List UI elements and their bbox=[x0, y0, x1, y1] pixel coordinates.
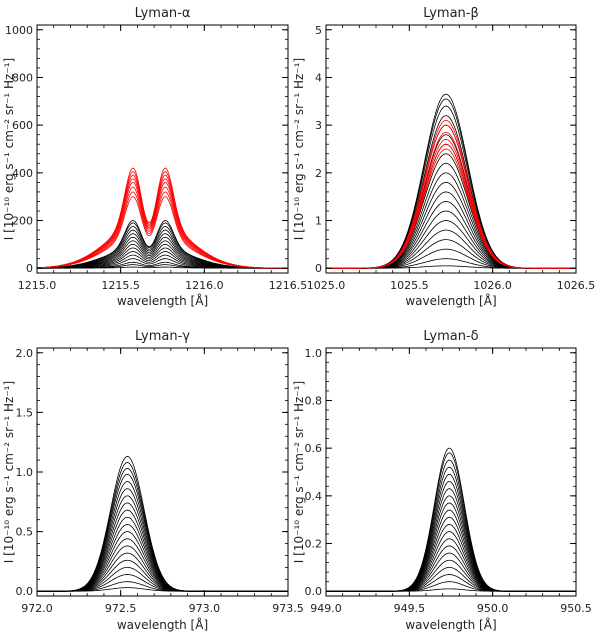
x-tick-label: 949.5 bbox=[394, 602, 426, 615]
profile-curves bbox=[37, 456, 288, 592]
profile-curves bbox=[37, 167, 288, 269]
x-tick-label: 972.5 bbox=[105, 602, 137, 615]
x-tick-label: 1215.5 bbox=[101, 279, 140, 292]
y-axis-title: I [10⁻¹⁰ erg s⁻¹ cm⁻² sr⁻¹ Hz⁻¹] bbox=[2, 58, 16, 240]
y-tick-label: 5 bbox=[315, 24, 322, 37]
panel-lyman-delta: Lyman-δ wavelength [Å] I [10⁻¹⁰ erg s⁻¹ … bbox=[292, 329, 592, 632]
panel-title: Lyman-δ bbox=[423, 329, 478, 344]
y-tick-label: 1.0 bbox=[16, 466, 34, 479]
y-tick-label: 0 bbox=[315, 262, 322, 275]
x-tick-label: 1026.5 bbox=[557, 279, 596, 292]
panel-title: Lyman-α bbox=[135, 6, 191, 21]
y-tick-label: 200 bbox=[12, 215, 33, 228]
plot-frame bbox=[36, 24, 289, 274]
panel-lyman-alpha: Lyman-α wavelength [Å] I [10⁻¹⁰ erg s⁻¹ … bbox=[2, 6, 307, 308]
y-tick-label: 0.2 bbox=[305, 538, 323, 551]
x-tick-label: 950.5 bbox=[560, 602, 592, 615]
panel-lyman-beta: Lyman-β wavelength [Å] I [10⁻¹⁰ erg s⁻¹ … bbox=[292, 6, 595, 308]
x-axis-title: wavelength [Å] bbox=[117, 293, 208, 308]
y-tick-label: 4 bbox=[315, 71, 322, 84]
panel-title: Lyman-γ bbox=[135, 329, 190, 344]
profile-curves bbox=[326, 93, 576, 269]
x-tick-label: 1025.0 bbox=[307, 279, 346, 292]
panel-lyman-gamma: Lyman-γ wavelength [Å] I [10⁻¹⁰ erg s⁻¹ … bbox=[2, 329, 304, 632]
y-tick-label: 3 bbox=[315, 119, 322, 132]
x-tick-label: 1026.0 bbox=[473, 279, 512, 292]
y-tick-label: 2 bbox=[315, 167, 322, 180]
profile-line-black-19 bbox=[37, 456, 288, 592]
x-tick-label: 1216.0 bbox=[185, 279, 224, 292]
y-tick-label: 0 bbox=[26, 262, 33, 275]
y-axis-title: I [10⁻¹⁰ erg s⁻¹ cm⁻² sr⁻¹ Hz⁻¹] bbox=[292, 381, 306, 563]
profile-line-red-7 bbox=[37, 167, 288, 269]
profile-line-black-20 bbox=[326, 447, 576, 592]
profile-line-red-5 bbox=[326, 119, 576, 269]
y-tick-label: 800 bbox=[12, 71, 33, 84]
y-tick-label: 0.8 bbox=[305, 394, 323, 407]
x-tick-label: 1216.5 bbox=[269, 279, 308, 292]
profile-curves bbox=[326, 447, 576, 592]
y-tick-label: 0.4 bbox=[305, 490, 323, 503]
x-tick-label: 949.0 bbox=[310, 602, 342, 615]
y-tick-label: 1.5 bbox=[16, 406, 34, 419]
x-axis-title: wavelength [Å] bbox=[405, 617, 496, 632]
y-tick-label: 600 bbox=[12, 119, 33, 132]
y-axis-title: I [10⁻¹⁰ erg s⁻¹ cm⁻² sr⁻¹ Hz⁻¹] bbox=[292, 58, 306, 240]
x-tick-label: 973.5 bbox=[272, 602, 304, 615]
y-axis-title: I [10⁻¹⁰ erg s⁻¹ cm⁻² sr⁻¹ Hz⁻¹] bbox=[2, 381, 16, 563]
x-axis-title: wavelength [Å] bbox=[405, 293, 496, 308]
y-tick-label: 400 bbox=[12, 167, 33, 180]
x-axis-title: wavelength [Å] bbox=[117, 617, 208, 632]
plot-frame bbox=[325, 347, 577, 597]
y-tick-label: 2.0 bbox=[16, 347, 34, 360]
x-tick-label: 1025.5 bbox=[390, 279, 429, 292]
y-tick-label: 1000 bbox=[5, 24, 33, 37]
panel-title: Lyman-β bbox=[423, 6, 479, 21]
x-tick-label: 950.0 bbox=[477, 602, 509, 615]
y-tick-label: 0.5 bbox=[16, 526, 34, 539]
y-tick-label: 0.6 bbox=[305, 442, 323, 455]
y-tick-label: 0.0 bbox=[305, 585, 323, 598]
plot-frame bbox=[325, 24, 577, 274]
x-tick-label: 973.0 bbox=[189, 602, 221, 615]
x-tick-label: 972.0 bbox=[21, 602, 53, 615]
y-tick-label: 1 bbox=[315, 215, 322, 228]
y-tick-label: 0.0 bbox=[16, 585, 34, 598]
y-tick-label: 1.0 bbox=[305, 347, 323, 360]
x-tick-label: 1215.0 bbox=[18, 279, 57, 292]
